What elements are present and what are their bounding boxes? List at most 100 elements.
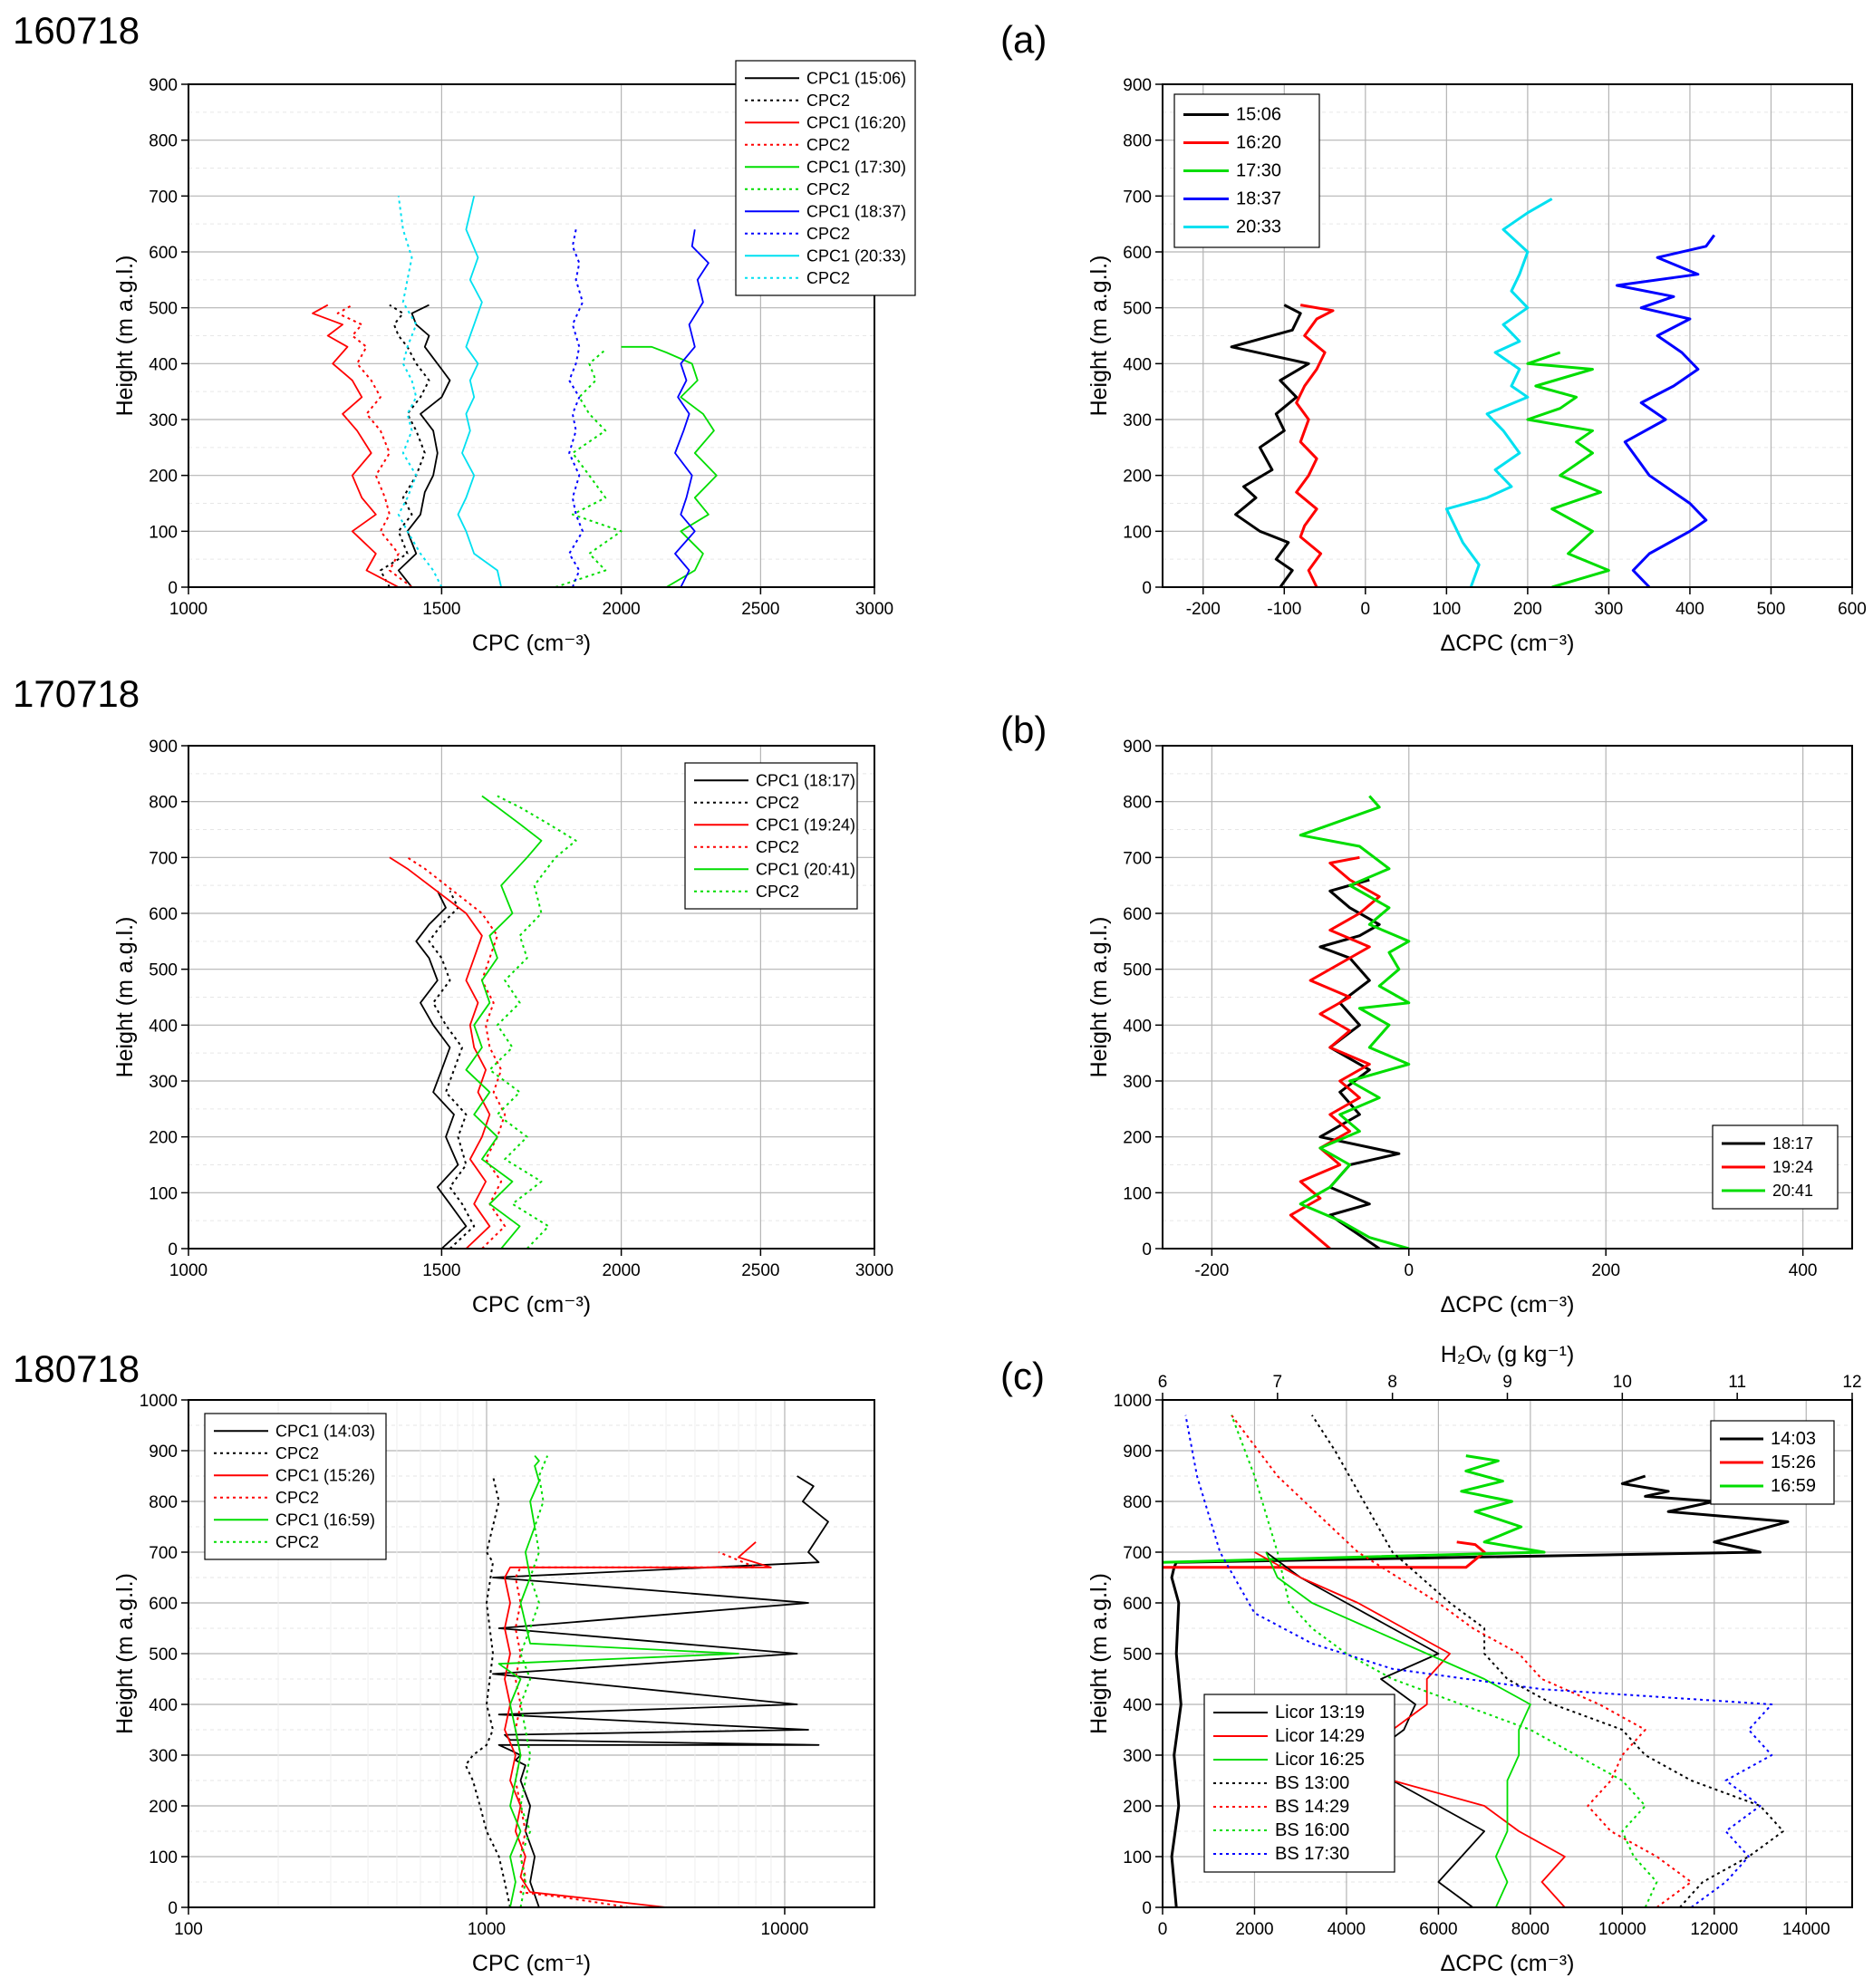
x-tick-label: 1500: [422, 1261, 460, 1280]
legend: 15:06 16:20 17:30 18:37 20:33: [1173, 93, 1320, 248]
legend-label: Licor 13:19: [1275, 1703, 1365, 1723]
legend-label: CPC1 (14:03): [275, 1422, 375, 1440]
y-tick-label: 600: [149, 244, 178, 263]
legend: 14:03 15:26 16:59: [1710, 1420, 1835, 1505]
series-line: [407, 856, 507, 1249]
legend-label: CPC2: [806, 92, 850, 110]
y-tick-label: 0: [168, 1899, 178, 1918]
legend-label: 20:41: [1772, 1182, 1813, 1200]
legend-label: 14:03: [1771, 1429, 1816, 1449]
x-tick-label: 600: [1838, 600, 1867, 619]
legend: CPC1 (14:03) CPC2 CPC1 (15:26) CPC2 CPC1 (16…: [204, 1413, 387, 1560]
legend-label: CPC2: [806, 136, 850, 154]
series-line: [464, 1475, 511, 1907]
series-line: [621, 345, 718, 587]
y-tick-label: 200: [1123, 1798, 1152, 1817]
y-tick-label: 800: [1123, 132, 1152, 151]
y-tick-label: 500: [149, 1645, 178, 1665]
legend-label: CPC1 (20:33): [806, 246, 906, 265]
series-line: [1265, 1551, 1531, 1907]
legend-label: CPC2: [756, 838, 799, 856]
series-line: [488, 795, 577, 1249]
legend-label: CPC1 (19:24): [756, 815, 855, 834]
y-tick-label: 400: [149, 1696, 178, 1715]
series-line: [674, 229, 710, 587]
chart-2: 0 100 200 300 400 500 600 700 800 900 -200 -100 0 100…: [1086, 76, 1867, 656]
legend-label: Licor 16:25: [1275, 1750, 1365, 1770]
y-tick-label: 500: [1123, 1645, 1152, 1665]
series-line: [1184, 1414, 1773, 1907]
y-tick-label: 300: [1123, 1747, 1152, 1766]
y-tick-label: 300: [1123, 1073, 1152, 1092]
y-axis-label: Height (m a.g.l.): [112, 917, 138, 1078]
x-tick-label: 200: [1513, 600, 1542, 619]
x-tick-label: 3000: [855, 600, 893, 619]
series-line: [457, 196, 502, 587]
x-axis-label: ΔCPC (cm⁻³): [1441, 1951, 1575, 1976]
x2-tick-label: 11: [1728, 1373, 1746, 1392]
y-axis-label: Height (m a.g.l.): [1086, 1573, 1112, 1734]
x-tick-label: 2000: [602, 600, 640, 619]
series-line: [428, 890, 476, 1249]
y-tick-label: 900: [1123, 76, 1152, 95]
y-tick-label: 700: [1123, 1544, 1152, 1563]
legend-label: BS 14:29: [1275, 1797, 1349, 1817]
x-axis-label: ΔCPC (cm⁻³): [1441, 631, 1575, 656]
legend-label: CPC2: [806, 225, 850, 243]
legend: 18:17 19:24 20:41: [1712, 1124, 1839, 1210]
series-line: [1163, 1540, 1486, 1569]
y-tick-label: 900: [149, 1443, 178, 1462]
legend-box: [1203, 1694, 1395, 1873]
y-tick-label: 200: [149, 468, 178, 487]
y-tick-label: 100: [149, 523, 178, 542]
y-tick-label: 0: [1142, 1240, 1152, 1259]
x-tick-label: 2000: [602, 1261, 640, 1280]
y-tick-label: 600: [1123, 905, 1152, 924]
chart-3: 0 100 200 300 400 500 600 700 800 900 1000 1500 2000…: [112, 738, 893, 1317]
series-line: [336, 304, 413, 587]
y-tick-label: 500: [1123, 300, 1152, 319]
legend-label: CPC1 (16:20): [806, 113, 906, 131]
y-tick-label: 0: [168, 1240, 178, 1259]
plot-frame: [1162, 83, 1853, 588]
series-line: [379, 304, 430, 587]
series-line: [1615, 234, 1716, 587]
series-line: [389, 856, 491, 1249]
series-line: [1230, 304, 1310, 587]
series-line: [1318, 878, 1401, 1249]
legend-box: [684, 762, 858, 910]
y-tick-label: 900: [149, 738, 178, 757]
series-line: [519, 1455, 549, 1907]
x2-tick-label: 9: [1502, 1373, 1512, 1392]
x2-tick-label: 7: [1273, 1373, 1283, 1392]
y-axis-label: Height (m a.g.l.): [112, 256, 138, 417]
series-line: [568, 229, 584, 587]
legend: Licor 13:19 Licor 14:29 Licor 16:25 BS 13:0…: [1203, 1694, 1395, 1873]
legend-label: CPC2: [806, 180, 850, 198]
y-tick-label: 300: [149, 411, 178, 430]
legend-label: BS 13:00: [1275, 1773, 1349, 1793]
y-tick-label: 0: [1142, 1899, 1152, 1918]
y-tick-label: 700: [149, 188, 178, 207]
x-tick-label: -200: [1186, 600, 1221, 619]
legend-label: CPC1 (17:30): [806, 158, 906, 176]
legend-label: 16:20: [1236, 133, 1281, 153]
legend-label: BS 17:30: [1275, 1844, 1349, 1864]
y-tick-label: 600: [1123, 244, 1152, 263]
y-tick-label: 400: [1123, 1017, 1152, 1036]
chart-1: 0 100 200 300 400 500 600 700 800 900 1000 1500 2000…: [112, 60, 916, 656]
plot-frame: [1162, 745, 1853, 1250]
legend-label: CPC2: [275, 1489, 319, 1507]
y-tick-label: 600: [149, 905, 178, 924]
legend-label: BS 16:00: [1275, 1820, 1349, 1840]
y-tick-label: 900: [149, 76, 178, 95]
series-group: [389, 795, 577, 1249]
series-line: [1231, 1414, 1658, 1907]
x-tick-label: 14000: [1782, 1920, 1830, 1939]
x-axis-label: ΔCPC (cm⁻³): [1441, 1292, 1575, 1317]
x-tick-label: 12000: [1690, 1920, 1738, 1939]
y-tick-label: 300: [149, 1747, 178, 1766]
legend-label: 15:06: [1236, 105, 1281, 125]
y-tick-label: 300: [149, 1073, 178, 1092]
